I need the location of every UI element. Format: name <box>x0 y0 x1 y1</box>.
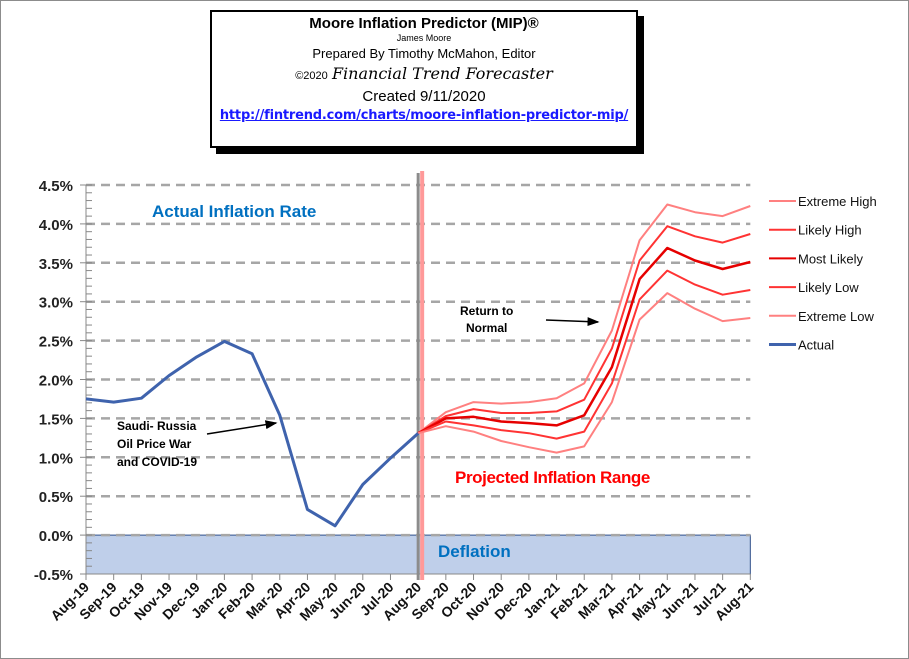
saudi-annotation-line-1: Saudi- Russia <box>117 419 197 433</box>
series-line-actual <box>85 339 420 528</box>
series-line-extreme-low <box>417 292 751 454</box>
deflation-label: Deflation <box>438 542 511 561</box>
created-date: Created 9/11/2020 <box>362 88 486 105</box>
y-tick-label: 0.5% <box>39 489 73 506</box>
return-arrow <box>545 317 600 327</box>
y-tick-label: 3.0% <box>39 295 73 312</box>
y-tick-label: 4.0% <box>39 217 73 234</box>
y-tick-label: 1.0% <box>39 450 73 467</box>
y-tick-label: 3.5% <box>39 256 73 273</box>
series-line-likely-high <box>417 225 751 435</box>
prepared-by: Prepared By Timothy McMahon, Editor <box>312 46 536 61</box>
y-tick-label: 0.0% <box>39 528 73 545</box>
legend-label: Extreme Low <box>798 309 874 324</box>
copyright-line: ©2020 Financial Trend Forecaster <box>212 63 636 87</box>
legend-label: Extreme High <box>798 194 877 209</box>
series-line-likely-low <box>417 269 751 440</box>
legend-label: Likely Low <box>798 280 859 295</box>
legend-label: Likely High <box>798 223 862 238</box>
saudi-annotation-line-3: and COVID-19 <box>117 455 197 469</box>
projected-range-label: Projected Inflation Range <box>455 468 650 487</box>
series-line-most-likely <box>417 246 751 435</box>
source-link[interactable]: http://fintrend.com/charts/moore-inflati… <box>219 108 629 123</box>
legend-label: Actual <box>798 338 834 353</box>
chart-title: Moore Inflation Predictor (MIP)® <box>309 15 539 32</box>
legend-label: Most Likely <box>798 251 864 266</box>
actual-inflation-label: Actual Inflation Rate <box>152 202 316 221</box>
publisher: Financial Trend Forecaster <box>331 64 553 83</box>
series-line-extreme-high <box>417 203 751 434</box>
title-box: Moore Inflation Predictor (MIP)® James M… <box>210 10 638 148</box>
y-tick-label: 4.5% <box>39 178 73 195</box>
y-tick-label: 2.0% <box>39 373 73 390</box>
author: James Moore <box>396 33 452 43</box>
return-annotation-line-2: Normal <box>466 321 507 335</box>
saudi-annotation-line-2: Oil Price War <box>117 437 192 451</box>
y-tick-label: 2.5% <box>39 334 73 351</box>
copyright-year: ©2020 <box>295 70 328 82</box>
y-tick-label: -0.5% <box>34 567 73 584</box>
saudi-arrow <box>206 420 278 435</box>
return-annotation-line-1: Return to <box>460 304 513 318</box>
y-tick-label: 1.5% <box>39 411 73 428</box>
